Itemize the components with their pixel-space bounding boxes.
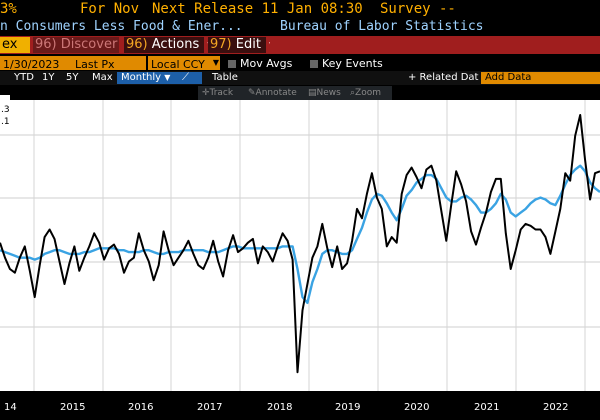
edit-num: 97) [210, 37, 232, 52]
period-max[interactable]: Max [92, 72, 113, 83]
period-ytd[interactable]: YTD [14, 72, 34, 83]
field-select[interactable]: Last Px [72, 56, 146, 71]
chart-toolbar: ✛ Track ✎ Annotate ▤ News ⌕ Zoom [198, 86, 392, 100]
actions-num: 96) [126, 37, 148, 52]
security-name: n Consumers Less Food & Ener... [0, 19, 243, 34]
currency-dropdown-icon[interactable]: ▼ [212, 56, 220, 70]
survey: Survey -- [380, 1, 456, 17]
actions-label: Actions [151, 37, 200, 52]
annotate-tool[interactable]: ✎ Annotate [248, 88, 297, 98]
frequency-label: Monthly [121, 72, 162, 83]
mov-avgs-label: Mov Avgs [240, 57, 293, 70]
mov-avgs-toggle[interactable]: Mov Avgs [228, 55, 292, 72]
chevron-down-icon: ▼ [164, 73, 171, 82]
current-value: 3% [0, 1, 17, 17]
zoom-label: Zoom [355, 88, 381, 98]
field-text: Last Px [75, 58, 115, 71]
checkbox-icon [228, 60, 236, 68]
menu-bar: ex 96) Discover ▼ 96) Actions ▼ 97) Edit… [0, 36, 600, 54]
menu-bar-fill [270, 36, 600, 54]
x-tick-label: 2015 [60, 402, 86, 413]
currency-text: Local CCY [151, 58, 205, 71]
legend-value-1: .3 [1, 105, 10, 115]
line-chart [0, 100, 600, 391]
header-row: 3% For Nov Next Release 11 Jan 08:30 Sur… [0, 0, 600, 18]
news-label: News [316, 88, 341, 98]
next-release: Next Release 11 Jan 08:30 [152, 1, 363, 17]
legend-value-2: .1 [1, 117, 10, 127]
key-events-toggle[interactable]: Key Events [310, 55, 383, 72]
start-date-text: 1/30/2023 [3, 58, 60, 71]
x-tick-label: 2016 [128, 402, 154, 413]
key-events-label: Key Events [322, 57, 383, 70]
ticker-text: ex [2, 37, 18, 52]
controls-row: 1/30/2023 Last Px Local CCY ▼ Mov Avgs K… [0, 55, 600, 72]
edit-menu[interactable]: 97) Edit ▼ [208, 37, 276, 53]
series-line-black [0, 114, 600, 374]
track-label: Track [209, 88, 234, 98]
x-tick-label: 14 [4, 402, 17, 413]
frequency-select[interactable]: Monthly ▼ [117, 72, 179, 84]
related-data-button[interactable]: + Related Dat [408, 72, 479, 83]
x-tick-label: 2021 [474, 402, 500, 413]
legend-box: .3 .1 [0, 95, 10, 131]
news-tool[interactable]: ▤ News [308, 88, 341, 98]
start-date-input[interactable]: 1/30/2023 [0, 56, 66, 71]
actions-menu[interactable]: 96) Actions ▼ [124, 37, 214, 53]
track-tool[interactable]: ✛ Track [202, 88, 234, 98]
annotate-label: Annotate [255, 88, 297, 98]
discover-label: Discover [60, 37, 118, 52]
discover-menu[interactable]: 96) Discover ▼ [33, 37, 132, 53]
currency-select[interactable]: Local CCY [148, 56, 216, 71]
x-tick-label: 2022 [543, 402, 569, 413]
table-button[interactable]: Table [212, 72, 238, 83]
period-1y[interactable]: 1Y [42, 72, 55, 83]
checkbox-icon [310, 60, 318, 68]
data-source: Bureau of Labor Statistics [280, 19, 484, 34]
period-5y[interactable]: 5Y [66, 72, 79, 83]
zoom-tool[interactable]: ⌕ Zoom [350, 88, 381, 98]
x-tick-label: 2020 [404, 402, 430, 413]
ticker-box[interactable]: ex [0, 37, 30, 53]
x-tick-label: 2018 [267, 402, 293, 413]
period-label: For Nov [80, 1, 140, 17]
security-row: n Consumers Less Food & Ener... Bureau o… [0, 18, 600, 36]
line-chart-icon[interactable]: ⟋ [178, 72, 202, 84]
period-row: YTD 1Y 5Y Max Monthly ▼ ⟋ Table + Relate… [0, 71, 600, 85]
edit-label: Edit [235, 37, 261, 52]
x-tick-label: 2017 [197, 402, 223, 413]
discover-num: 96) [35, 37, 57, 52]
add-data-input[interactable]: Add Data [481, 72, 600, 84]
x-tick-label: 2019 [335, 402, 361, 413]
date-picker-button[interactable] [66, 56, 74, 70]
